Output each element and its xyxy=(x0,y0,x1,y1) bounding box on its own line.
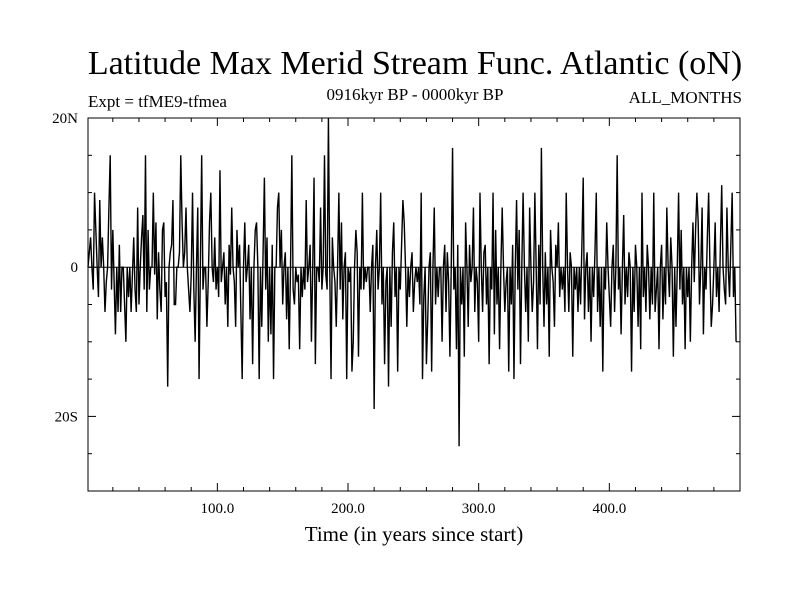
x-axis-label: Time (in years since start) xyxy=(304,522,524,546)
series-layer xyxy=(87,117,737,447)
months-label: ALL_MONTHS xyxy=(628,88,742,107)
x-tick-label: 300.0 xyxy=(462,501,496,517)
axis-ticks xyxy=(88,117,740,491)
series-line xyxy=(87,117,737,447)
experiment-label: Expt = tfME9-tfmea xyxy=(88,92,227,111)
y-tick-label: 20N xyxy=(52,111,78,127)
chart-title: Latitude Max Merid Stream Func. Atlantic… xyxy=(87,45,743,82)
x-tick-label: 100.0 xyxy=(200,501,234,517)
time-range-label: 0916kyr BP - 0000kyr BP xyxy=(326,85,504,104)
tick-labels: 20N 0 20S 100.0 200.0 300.0 400.0 xyxy=(52,111,626,517)
y-tick-label: 20S xyxy=(55,409,78,425)
y-tick-label: 0 xyxy=(71,260,79,276)
x-tick-label: 200.0 xyxy=(331,501,365,517)
x-tick-label: 400.0 xyxy=(592,501,626,517)
